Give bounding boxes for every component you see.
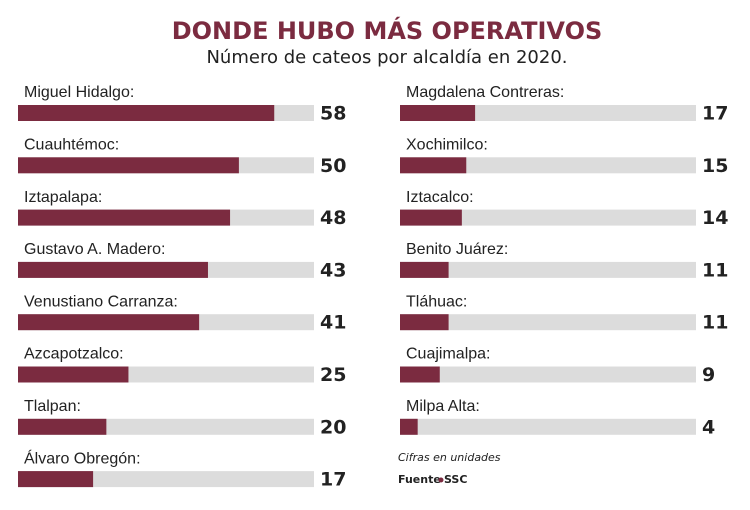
category-label: Azcapotzalco: <box>24 346 124 363</box>
bar <box>400 157 467 174</box>
value-label: 11 <box>702 312 728 334</box>
bar-track <box>400 157 696 174</box>
value-label: 17 <box>320 469 346 491</box>
value-label: 15 <box>702 155 728 177</box>
bar <box>18 314 200 331</box>
bar <box>18 471 94 488</box>
bar <box>400 366 440 383</box>
value-label: 4 <box>702 416 715 438</box>
bar-track <box>400 209 696 226</box>
bar <box>18 157 239 174</box>
category-label: Iztapalapa: <box>24 189 102 206</box>
value-label: 11 <box>702 259 728 281</box>
bar <box>18 418 107 435</box>
category-label: Benito Juárez: <box>406 241 508 258</box>
category-label: Miguel Hidalgo: <box>24 84 134 101</box>
value-label: 25 <box>320 364 346 386</box>
bar <box>400 209 462 226</box>
source: SSC <box>444 473 467 486</box>
value-label: 20 <box>320 416 346 438</box>
category-label: Tláhuac: <box>406 293 467 310</box>
value-label: 48 <box>320 207 346 229</box>
category-label: Iztacalco: <box>406 189 474 206</box>
chart-title: DONDE HUBO MÁS OPERATIVOS <box>172 16 603 45</box>
category-label: Álvaro Obregón: <box>24 448 141 467</box>
value-label: 9 <box>702 364 715 386</box>
source-label: Fuente <box>398 473 441 486</box>
category-label: Xochimilco: <box>406 137 488 154</box>
bar-track <box>400 314 696 331</box>
value-label: 14 <box>702 207 728 229</box>
bar <box>400 418 418 435</box>
bar <box>400 314 449 331</box>
source-dot <box>438 477 444 483</box>
bar <box>18 209 231 226</box>
chart-subtitle: Número de cateos por alcaldía en 2020. <box>206 47 567 68</box>
category-label: Milpa Alta: <box>406 398 480 415</box>
category-label: Gustavo A. Madero: <box>24 241 165 258</box>
category-label: Cuajimalpa: <box>406 346 490 363</box>
bar <box>18 105 275 121</box>
value-label: 41 <box>320 312 346 334</box>
bar <box>400 105 476 121</box>
category-label: Cuauhtémoc: <box>24 137 119 154</box>
bar <box>18 366 129 383</box>
category-label: Tlalpan: <box>24 398 81 415</box>
bar <box>18 261 208 278</box>
value-label: 43 <box>320 259 346 281</box>
value-label: 50 <box>320 155 346 177</box>
bar-track <box>400 366 696 383</box>
note: Cifras en unidades <box>398 451 501 464</box>
value-label: 17 <box>702 103 728 125</box>
category-label: Venustiano Carranza: <box>24 293 178 310</box>
bar <box>400 261 449 278</box>
bar-track <box>400 261 696 278</box>
category-label: Magdalena Contreras: <box>406 84 564 101</box>
bar-track <box>400 418 696 435</box>
value-label: 58 <box>320 103 346 125</box>
